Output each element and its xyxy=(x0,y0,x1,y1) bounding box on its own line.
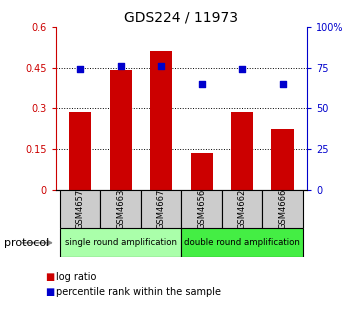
Text: single round amplification: single round amplification xyxy=(65,238,177,247)
Bar xyxy=(182,228,303,257)
Text: ■: ■ xyxy=(45,287,55,297)
Text: GSM4663: GSM4663 xyxy=(116,189,125,229)
Bar xyxy=(231,113,253,190)
Bar xyxy=(100,190,141,228)
Bar xyxy=(69,113,91,190)
Bar xyxy=(141,190,182,228)
Text: ■: ■ xyxy=(45,272,55,282)
Bar xyxy=(150,51,172,190)
Point xyxy=(77,67,83,72)
Text: percentile rank within the sample: percentile rank within the sample xyxy=(56,287,221,297)
Bar xyxy=(262,190,303,228)
Bar xyxy=(271,129,294,190)
Bar xyxy=(60,228,182,257)
Bar xyxy=(222,190,262,228)
Text: GSM4667: GSM4667 xyxy=(157,189,166,229)
Bar xyxy=(60,190,100,228)
Text: GSM4666: GSM4666 xyxy=(278,189,287,229)
Bar xyxy=(182,190,222,228)
Text: GSM4657: GSM4657 xyxy=(76,189,85,229)
Text: log ratio: log ratio xyxy=(56,272,96,282)
Bar xyxy=(110,70,132,190)
Point xyxy=(280,81,286,87)
Text: double round amplification: double round amplification xyxy=(184,238,300,247)
Text: GSM4662: GSM4662 xyxy=(238,189,247,229)
Title: GDS224 / 11973: GDS224 / 11973 xyxy=(125,10,238,24)
Point xyxy=(239,67,245,72)
Point xyxy=(158,63,164,69)
Text: GSM4656: GSM4656 xyxy=(197,189,206,229)
Point xyxy=(118,63,123,69)
Text: protocol: protocol xyxy=(4,238,49,248)
Bar xyxy=(191,153,213,190)
Point xyxy=(199,81,205,87)
